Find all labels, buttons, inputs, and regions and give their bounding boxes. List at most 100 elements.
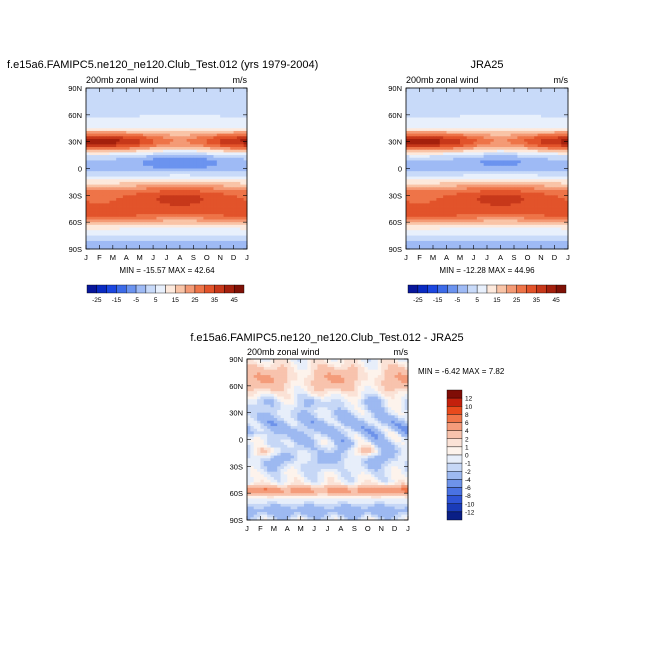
heatmap-cell bbox=[564, 157, 569, 161]
heatmap-cell bbox=[122, 203, 127, 207]
heatmap-cell bbox=[112, 211, 117, 215]
heatmap-cell bbox=[544, 93, 549, 97]
heatmap-cell bbox=[179, 224, 184, 228]
heatmap-cell bbox=[520, 181, 525, 185]
heatmap-cell bbox=[189, 216, 194, 220]
heatmap-cell bbox=[524, 198, 528, 202]
heatmap-cell bbox=[429, 179, 434, 183]
heatmap-cell bbox=[176, 112, 181, 116]
heatmap-cell bbox=[146, 130, 151, 135]
heatmap-cell bbox=[530, 130, 535, 135]
heatmap-cell bbox=[163, 176, 167, 180]
heatmap-cell bbox=[223, 98, 228, 102]
heatmap-cell bbox=[179, 147, 184, 151]
heatmap-cell bbox=[236, 200, 241, 204]
heatmap-cell bbox=[173, 130, 177, 135]
heatmap-cell bbox=[179, 93, 184, 97]
heatmap-cell bbox=[126, 130, 130, 135]
heatmap-cell bbox=[213, 133, 218, 137]
heatmap-cell bbox=[200, 192, 204, 196]
heatmap-cell bbox=[119, 90, 124, 94]
heatmap-cell bbox=[409, 163, 414, 167]
heatmap-cell bbox=[564, 184, 569, 188]
heatmap-cell bbox=[89, 171, 94, 175]
heatmap-cell bbox=[179, 216, 184, 220]
heatmap-cell bbox=[443, 120, 447, 124]
heatmap-cell bbox=[433, 138, 437, 143]
heatmap-cell bbox=[116, 155, 120, 159]
heatmap-cell bbox=[409, 189, 414, 194]
heatmap-cell bbox=[96, 246, 100, 250]
heatmap-cell bbox=[176, 138, 181, 143]
heatmap-cell bbox=[176, 232, 181, 236]
heatmap-cell bbox=[143, 130, 147, 135]
heatmap-cell bbox=[233, 198, 238, 202]
heatmap-cell bbox=[102, 184, 107, 188]
heatmap-cell bbox=[497, 128, 501, 132]
heatmap-cell bbox=[530, 198, 535, 202]
heatmap-cell bbox=[419, 130, 424, 135]
heatmap-cell bbox=[176, 90, 181, 94]
heatmap-cell bbox=[213, 173, 218, 177]
heatmap-cell bbox=[406, 130, 410, 135]
heatmap-cell bbox=[503, 101, 508, 105]
heatmap-cell bbox=[449, 195, 454, 199]
heatmap-cell bbox=[156, 109, 161, 113]
heatmap-cell bbox=[196, 101, 201, 105]
heatmap-cell bbox=[122, 184, 127, 188]
heatmap-cell bbox=[240, 112, 245, 116]
heatmap-cell bbox=[236, 112, 241, 116]
heatmap-cell bbox=[89, 246, 94, 250]
heatmap-cell bbox=[112, 141, 117, 145]
heatmap-cell bbox=[527, 88, 532, 92]
heatmap-cell bbox=[473, 93, 478, 97]
heatmap-cell bbox=[520, 98, 525, 102]
heatmap-cell bbox=[416, 149, 420, 153]
heatmap-cell bbox=[557, 168, 562, 172]
heatmap-cell bbox=[146, 181, 151, 185]
heatmap-cell bbox=[206, 125, 211, 129]
heatmap-cell bbox=[200, 90, 204, 94]
heatmap-cell bbox=[119, 141, 124, 145]
heatmap-cell bbox=[422, 187, 427, 191]
heatmap-cell bbox=[497, 168, 501, 172]
heatmap-cell bbox=[236, 152, 241, 156]
heatmap-cell bbox=[473, 152, 478, 156]
heatmap-cell bbox=[173, 138, 177, 143]
heatmap-cell bbox=[179, 173, 184, 177]
heatmap-cell bbox=[500, 120, 505, 124]
heatmap-cell bbox=[443, 106, 447, 110]
heatmap-cell bbox=[210, 117, 214, 121]
heatmap-cell bbox=[226, 189, 231, 194]
heatmap-cell bbox=[470, 152, 474, 156]
heatmap-cell bbox=[102, 144, 107, 148]
heatmap-cell bbox=[139, 98, 144, 102]
heatmap-cell bbox=[163, 230, 167, 234]
heatmap-cell bbox=[159, 187, 164, 191]
heatmap-cell bbox=[463, 189, 468, 194]
heatmap-cell bbox=[186, 136, 191, 140]
heatmap-cell bbox=[122, 138, 127, 143]
heatmap-cell bbox=[86, 219, 90, 223]
heatmap-cell bbox=[226, 101, 231, 105]
heatmap-cell bbox=[183, 246, 188, 250]
heatmap-cell bbox=[503, 144, 508, 148]
heatmap-cell bbox=[476, 109, 481, 113]
heatmap-cell bbox=[119, 192, 124, 196]
heatmap-cell bbox=[449, 160, 454, 164]
heatmap-cell bbox=[106, 125, 110, 129]
heatmap-cell bbox=[547, 198, 552, 202]
heatmap-cell bbox=[106, 176, 110, 180]
heatmap-cell bbox=[189, 224, 194, 228]
heatmap-cell bbox=[129, 133, 134, 137]
heatmap-cell bbox=[422, 157, 427, 161]
heatmap-cell bbox=[527, 184, 532, 188]
heatmap-cell bbox=[153, 98, 157, 102]
heatmap-cell bbox=[541, 192, 545, 196]
heatmap-cell bbox=[109, 144, 114, 148]
heatmap-cell bbox=[233, 232, 238, 236]
heatmap-cell bbox=[132, 157, 137, 161]
heatmap-cell bbox=[530, 133, 535, 137]
heatmap-cell bbox=[436, 90, 441, 94]
